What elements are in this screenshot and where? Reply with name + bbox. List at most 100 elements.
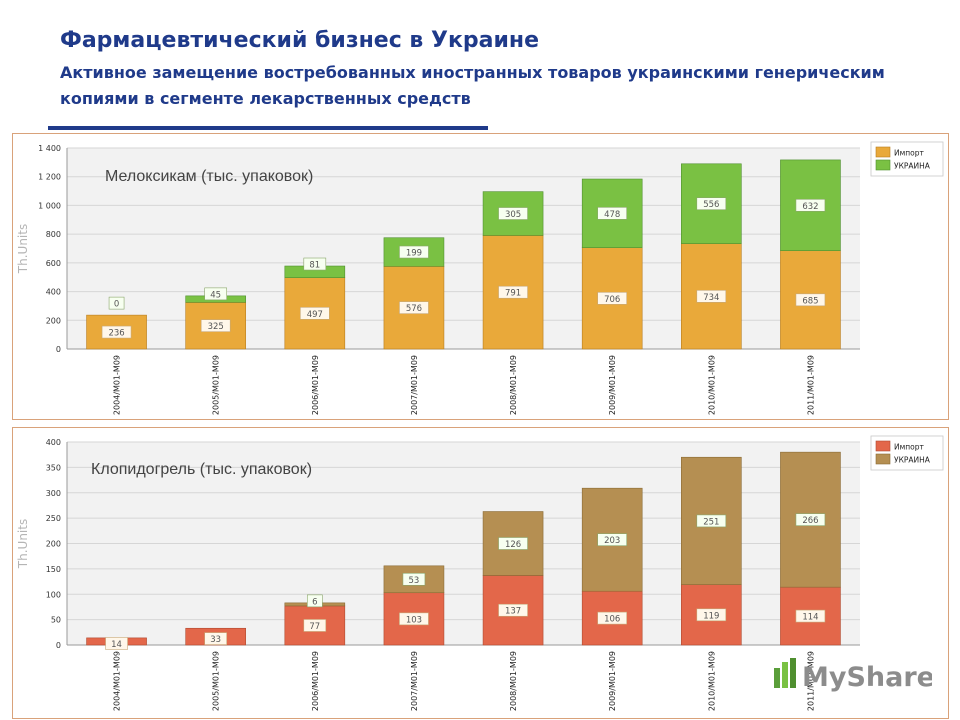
y-tick-label: 800: [46, 230, 61, 239]
y-tick-label: 1 400: [38, 144, 61, 153]
data-label-ukraine-box: [307, 594, 323, 608]
data-label-ukraine: 0: [114, 300, 119, 310]
x-tick-label: 2004/M01-M09: [113, 651, 122, 711]
data-label-ukraine-box: [204, 287, 227, 301]
y-tick-label: 100: [46, 590, 61, 599]
legend-label: УКРАИНА: [894, 456, 931, 465]
y-tick-label: 200: [46, 316, 61, 325]
clopidogrel-chart: 0 50 100 150 200 250 300 350 400 Th.Units Клопидог…: [16, 435, 944, 711]
data-label-import-box: [597, 611, 627, 625]
data-label-import: 137: [505, 607, 521, 617]
data-label-import-box: [399, 301, 429, 314]
y-tick-label: 150: [46, 565, 61, 574]
data-label-import: 734: [703, 293, 719, 303]
data-label-import-box: [795, 609, 826, 623]
data-label-import-box: [795, 293, 826, 307]
x-tick-label: 2007/M01-M09: [410, 651, 419, 711]
data-label-import-box: [101, 325, 132, 339]
data-label-import-box: [204, 632, 227, 645]
data-label-import-box: [597, 292, 627, 305]
data-label-ukraine-box: [696, 197, 727, 211]
data-label-ukraine: 251: [703, 517, 719, 527]
x-tick-label: 2006/M01-M09: [311, 355, 320, 415]
x-tick-label: 2010/M01-M09: [707, 651, 716, 711]
legend-swatch: [875, 146, 891, 158]
meloxicam-chart: 0 200 400 600 800 1 000 1 200 1 400 Th.Units Мело…: [16, 141, 944, 415]
data-label-import: 114: [802, 613, 818, 623]
data-label-ukraine: 199: [406, 249, 422, 259]
x-tick-label: 2009/M01-M09: [608, 651, 617, 711]
data-label-ukraine-box: [795, 198, 826, 212]
data-label-ukraine-box: [498, 207, 528, 220]
y-tick-label: 0: [56, 345, 61, 354]
clopidogrel-chart-panel: 0 50 100 150 200 250 300 350 400 Th.Units Клопидог…: [12, 427, 949, 719]
x-tick-label: 2005/M01-M09: [212, 355, 221, 415]
legend-label: УКРАИНА: [894, 162, 931, 171]
data-label-import-box: [303, 619, 327, 632]
y-tick-label: 200: [46, 540, 61, 549]
data-label-ukraine: 6: [312, 597, 317, 607]
data-label-ukraine: 203: [604, 536, 620, 546]
legend-label: Импорт: [894, 149, 925, 158]
data-label-import-box: [696, 608, 727, 622]
data-label-ukraine: 45: [210, 290, 221, 300]
y-axis-label: Th.Units: [16, 519, 30, 569]
legend: Импорт УКРАИНА: [870, 141, 944, 177]
legend-swatch: [875, 453, 891, 465]
watermark-text: MyShared: [802, 662, 932, 693]
bar-ukraine: [581, 487, 643, 592]
data-label-import: 497: [307, 310, 323, 320]
data-label-ukraine: 478: [604, 210, 620, 220]
y-tick-label: 50: [51, 616, 61, 625]
y-tick-label: 1 000: [38, 201, 61, 210]
y-tick-label: 350: [46, 463, 61, 472]
data-label-ukraine: 53: [409, 576, 420, 586]
data-label-ukraine: 632: [802, 202, 818, 212]
data-label-import-box: [200, 319, 231, 332]
chart-title: Мелоксикам (тыс. упаковок): [105, 168, 313, 185]
data-label-import: 119: [703, 611, 719, 621]
data-label-import: 325: [208, 322, 224, 332]
x-tick-label: 2009/M01-M09: [608, 355, 617, 415]
x-tick-label: 2008/M01-M09: [509, 355, 518, 415]
data-label-import-box: [498, 285, 528, 299]
bar-import: [383, 266, 445, 350]
data-label-ukraine: 556: [703, 200, 719, 210]
data-label-import: 33: [210, 635, 221, 645]
data-label-ukraine-box: [108, 296, 125, 310]
data-label-ukraine: 81: [309, 261, 320, 271]
y-tick-label: 0: [56, 641, 61, 650]
x-tick-label: 2004/M01-M09: [113, 355, 122, 415]
x-tick-label: 2005/M01-M09: [212, 651, 221, 711]
data-label-import: 106: [604, 615, 620, 625]
y-tick-label: 400: [46, 438, 61, 447]
slide-title: Фармацевтический бизнес в Украине: [60, 28, 540, 53]
data-label-import-box: [498, 603, 528, 617]
x-tick-label: 2008/M01-M09: [509, 651, 518, 711]
slide-header: Фармацевтический бизнес в Украине Активн…: [60, 26, 940, 112]
data-label-import: 791: [505, 289, 521, 299]
y-axis-label: Th.Units: [16, 224, 30, 274]
header-underline: [48, 126, 488, 130]
y-tick-label: 400: [46, 288, 61, 297]
data-label-import-box: [399, 612, 429, 626]
data-label-ukraine-box: [597, 207, 627, 220]
chart-title: Клопидогрель (тыс. упаковок): [91, 461, 312, 478]
data-label-ukraine: 266: [802, 516, 818, 526]
x-tick-label: 2007/M01-M09: [410, 355, 419, 415]
legend: Импорт УКРАИНА: [870, 435, 944, 471]
data-label-ukraine: 305: [505, 210, 521, 220]
data-label-import: 14: [111, 640, 122, 650]
data-label-import-box: [696, 290, 727, 303]
y-tick-label: 1 200: [38, 173, 61, 182]
data-label-ukraine-box: [399, 245, 429, 259]
slide-subtitle: Активное замещение востребованных иностр…: [60, 63, 885, 108]
x-tick-label: 2006/M01-M09: [311, 651, 320, 711]
data-label-import: 576: [406, 304, 422, 314]
data-label-ukraine-box: [795, 513, 826, 526]
data-label-import-box: [105, 637, 128, 650]
legend-swatch: [875, 440, 891, 452]
data-label-ukraine-box: [696, 514, 727, 528]
data-label-import: 236: [108, 329, 124, 339]
watermark-logo: MyShared: [772, 656, 954, 694]
